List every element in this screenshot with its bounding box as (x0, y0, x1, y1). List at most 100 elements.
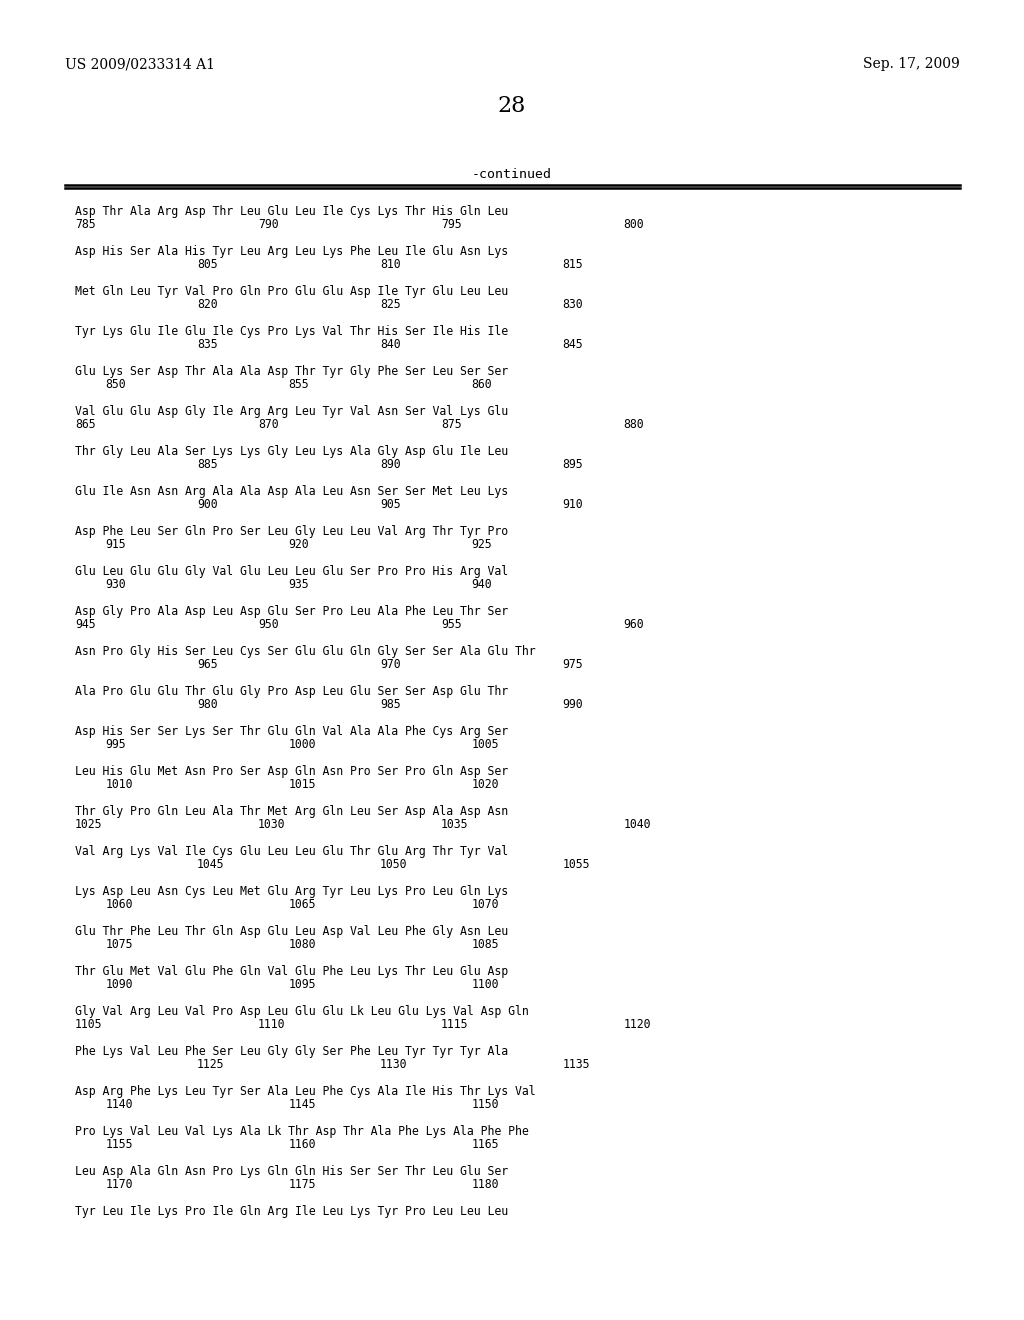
Text: 865: 865 (75, 418, 95, 432)
Text: 835: 835 (197, 338, 217, 351)
Text: 805: 805 (197, 257, 217, 271)
Text: Gly Val Arg Leu Val Pro Asp Leu Glu Glu Lk Leu Glu Lys Val Asp Gln: Gly Val Arg Leu Val Pro Asp Leu Glu Glu … (75, 1005, 528, 1018)
Text: 830: 830 (562, 298, 584, 312)
Text: Asp His Ser Ser Lys Ser Thr Glu Gln Val Ala Ala Phe Cys Arg Ser: Asp His Ser Ser Lys Ser Thr Glu Gln Val … (75, 725, 508, 738)
Text: Met Gln Leu Tyr Val Pro Gln Pro Glu Glu Asp Ile Tyr Glu Leu Leu: Met Gln Leu Tyr Val Pro Gln Pro Glu Glu … (75, 285, 508, 298)
Text: 800: 800 (624, 218, 644, 231)
Text: Asp Arg Phe Lys Leu Tyr Ser Ala Leu Phe Cys Ala Ile His Thr Lys Val: Asp Arg Phe Lys Leu Tyr Ser Ala Leu Phe … (75, 1085, 536, 1098)
Text: 1030: 1030 (258, 818, 286, 832)
Text: Thr Gly Pro Gln Leu Ala Thr Met Arg Gln Leu Ser Asp Ala Asp Asn: Thr Gly Pro Gln Leu Ala Thr Met Arg Gln … (75, 805, 508, 818)
Text: 995: 995 (105, 738, 126, 751)
Text: 1050: 1050 (380, 858, 408, 871)
Text: 860: 860 (471, 378, 492, 391)
Text: 900: 900 (197, 498, 217, 511)
Text: 1160: 1160 (289, 1138, 315, 1151)
Text: 930: 930 (105, 578, 126, 591)
Text: 815: 815 (562, 257, 584, 271)
Text: Pro Lys Val Leu Val Lys Ala Lk Thr Asp Thr Ala Phe Lys Ala Phe Phe: Pro Lys Val Leu Val Lys Ala Lk Thr Asp T… (75, 1125, 528, 1138)
Text: 1140: 1140 (105, 1098, 133, 1111)
Text: Val Glu Glu Asp Gly Ile Arg Arg Leu Tyr Val Asn Ser Val Lys Glu: Val Glu Glu Asp Gly Ile Arg Arg Leu Tyr … (75, 405, 508, 418)
Text: Glu Ile Asn Asn Arg Ala Ala Asp Ala Leu Asn Ser Ser Met Leu Lys: Glu Ile Asn Asn Arg Ala Ala Asp Ala Leu … (75, 484, 508, 498)
Text: Glu Leu Glu Glu Gly Val Glu Leu Leu Glu Ser Pro Pro His Arg Val: Glu Leu Glu Glu Gly Val Glu Leu Leu Glu … (75, 565, 508, 578)
Text: Glu Lys Ser Asp Thr Ala Ala Asp Thr Tyr Gly Phe Ser Leu Ser Ser: Glu Lys Ser Asp Thr Ala Ala Asp Thr Tyr … (75, 366, 508, 378)
Text: 1115: 1115 (440, 1018, 468, 1031)
Text: 1100: 1100 (471, 978, 499, 991)
Text: 870: 870 (258, 418, 279, 432)
Text: Asp His Ser Ala His Tyr Leu Arg Leu Lys Phe Leu Ile Glu Asn Lys: Asp His Ser Ala His Tyr Leu Arg Leu Lys … (75, 246, 508, 257)
Text: 895: 895 (562, 458, 584, 471)
Text: Tyr Lys Glu Ile Glu Ile Cys Pro Lys Val Thr His Ser Ile His Ile: Tyr Lys Glu Ile Glu Ile Cys Pro Lys Val … (75, 325, 508, 338)
Text: 940: 940 (471, 578, 492, 591)
Text: 820: 820 (197, 298, 217, 312)
Text: 1075: 1075 (105, 939, 133, 950)
Text: 795: 795 (440, 218, 462, 231)
Text: 885: 885 (197, 458, 217, 471)
Text: Thr Gly Leu Ala Ser Lys Lys Gly Leu Lys Ala Gly Asp Glu Ile Leu: Thr Gly Leu Ala Ser Lys Lys Gly Leu Lys … (75, 445, 508, 458)
Text: Leu His Glu Met Asn Pro Ser Asp Gln Asn Pro Ser Pro Gln Asp Ser: Leu His Glu Met Asn Pro Ser Asp Gln Asn … (75, 766, 508, 777)
Text: Asp Gly Pro Ala Asp Leu Asp Glu Ser Pro Leu Ala Phe Leu Thr Ser: Asp Gly Pro Ala Asp Leu Asp Glu Ser Pro … (75, 605, 508, 618)
Text: 1020: 1020 (471, 777, 499, 791)
Text: 1035: 1035 (440, 818, 468, 832)
Text: Asn Pro Gly His Ser Leu Cys Ser Glu Glu Gln Gly Ser Ser Ala Glu Thr: Asn Pro Gly His Ser Leu Cys Ser Glu Glu … (75, 645, 536, 657)
Text: Leu Asp Ala Gln Asn Pro Lys Gln Gln His Ser Ser Thr Leu Glu Ser: Leu Asp Ala Gln Asn Pro Lys Gln Gln His … (75, 1166, 508, 1177)
Text: 855: 855 (289, 378, 309, 391)
Text: Asp Thr Ala Arg Asp Thr Leu Glu Leu Ile Cys Lys Thr His Gln Leu: Asp Thr Ala Arg Asp Thr Leu Glu Leu Ile … (75, 205, 508, 218)
Text: Asp Phe Leu Ser Gln Pro Ser Leu Gly Leu Leu Val Arg Thr Tyr Pro: Asp Phe Leu Ser Gln Pro Ser Leu Gly Leu … (75, 525, 508, 539)
Text: 1105: 1105 (75, 1018, 102, 1031)
Text: 1070: 1070 (471, 898, 499, 911)
Text: Val Arg Lys Val Ile Cys Glu Leu Leu Glu Thr Glu Arg Thr Tyr Val: Val Arg Lys Val Ile Cys Glu Leu Leu Glu … (75, 845, 508, 858)
Text: 1080: 1080 (289, 939, 315, 950)
Text: 875: 875 (440, 418, 462, 432)
Text: 1055: 1055 (562, 858, 590, 871)
Text: 1000: 1000 (289, 738, 315, 751)
Text: 1040: 1040 (624, 818, 651, 832)
Text: Lys Asp Leu Asn Cys Leu Met Glu Arg Tyr Leu Lys Pro Leu Gln Lys: Lys Asp Leu Asn Cys Leu Met Glu Arg Tyr … (75, 884, 508, 898)
Text: 28: 28 (498, 95, 526, 117)
Text: 975: 975 (562, 657, 584, 671)
Text: 980: 980 (197, 698, 217, 711)
Text: 1180: 1180 (471, 1177, 499, 1191)
Text: 825: 825 (380, 298, 400, 312)
Text: 1120: 1120 (624, 1018, 651, 1031)
Text: Glu Thr Phe Leu Thr Gln Asp Glu Leu Asp Val Leu Phe Gly Asn Leu: Glu Thr Phe Leu Thr Gln Asp Glu Leu Asp … (75, 925, 508, 939)
Text: 1135: 1135 (562, 1059, 590, 1071)
Text: Thr Glu Met Val Glu Phe Gln Val Glu Phe Leu Lys Thr Leu Glu Asp: Thr Glu Met Val Glu Phe Gln Val Glu Phe … (75, 965, 508, 978)
Text: 1085: 1085 (471, 939, 499, 950)
Text: 965: 965 (197, 657, 217, 671)
Text: 785: 785 (75, 218, 95, 231)
Text: 1010: 1010 (105, 777, 133, 791)
Text: 850: 850 (105, 378, 126, 391)
Text: 950: 950 (258, 618, 279, 631)
Text: 905: 905 (380, 498, 400, 511)
Text: 1015: 1015 (289, 777, 315, 791)
Text: 925: 925 (471, 539, 492, 550)
Text: 1090: 1090 (105, 978, 133, 991)
Text: 920: 920 (289, 539, 309, 550)
Text: Phe Lys Val Leu Phe Ser Leu Gly Gly Ser Phe Leu Tyr Tyr Tyr Ala: Phe Lys Val Leu Phe Ser Leu Gly Gly Ser … (75, 1045, 508, 1059)
Text: 915: 915 (105, 539, 126, 550)
Text: 1165: 1165 (471, 1138, 499, 1151)
Text: Tyr Leu Ile Lys Pro Ile Gln Arg Ile Leu Lys Tyr Pro Leu Leu Leu: Tyr Leu Ile Lys Pro Ile Gln Arg Ile Leu … (75, 1205, 508, 1218)
Text: Sep. 17, 2009: Sep. 17, 2009 (863, 57, 961, 71)
Text: 1125: 1125 (197, 1059, 224, 1071)
Text: 1155: 1155 (105, 1138, 133, 1151)
Text: 910: 910 (562, 498, 584, 511)
Text: 955: 955 (440, 618, 462, 631)
Text: Ala Pro Glu Glu Thr Glu Gly Pro Asp Leu Glu Ser Ser Asp Glu Thr: Ala Pro Glu Glu Thr Glu Gly Pro Asp Leu … (75, 685, 508, 698)
Text: 960: 960 (624, 618, 644, 631)
Text: 1025: 1025 (75, 818, 102, 832)
Text: 990: 990 (562, 698, 584, 711)
Text: 985: 985 (380, 698, 400, 711)
Text: 1150: 1150 (471, 1098, 499, 1111)
Text: -continued: -continued (472, 168, 552, 181)
Text: 1175: 1175 (289, 1177, 315, 1191)
Text: 840: 840 (380, 338, 400, 351)
Text: 810: 810 (380, 257, 400, 271)
Text: 1065: 1065 (289, 898, 315, 911)
Text: 970: 970 (380, 657, 400, 671)
Text: 1060: 1060 (105, 898, 133, 911)
Text: 1045: 1045 (197, 858, 224, 871)
Text: 845: 845 (562, 338, 584, 351)
Text: 880: 880 (624, 418, 644, 432)
Text: 890: 890 (380, 458, 400, 471)
